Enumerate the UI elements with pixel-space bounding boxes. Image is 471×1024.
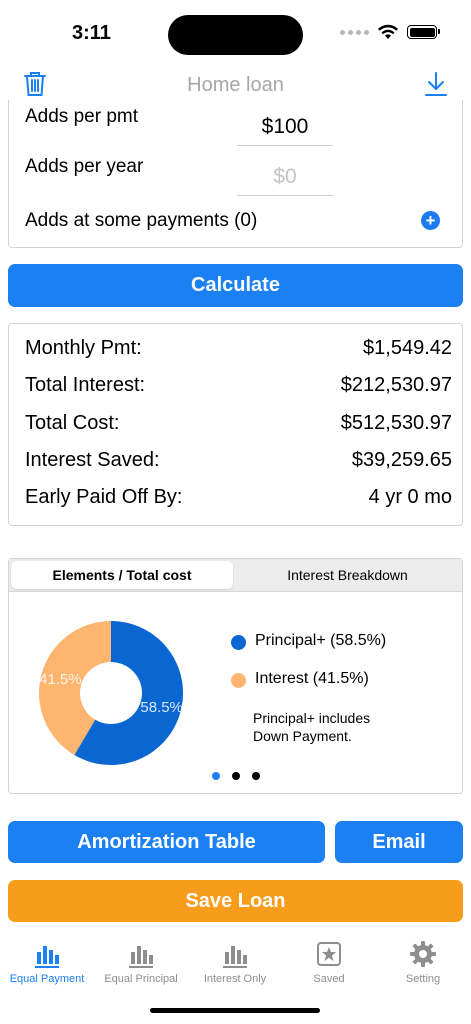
chart-card: Elements / Total cost Interest Breakdown… bbox=[8, 558, 463, 794]
trash-icon[interactable] bbox=[22, 70, 48, 98]
bar-chart-icon bbox=[223, 946, 247, 968]
bar-chart-icon bbox=[35, 946, 59, 968]
adds-some-payments-label: Adds at some payments (0) bbox=[25, 210, 258, 231]
gear-icon bbox=[410, 941, 436, 967]
pie-slice-label: 58.5% bbox=[140, 699, 183, 716]
pie-slice-interest bbox=[39, 621, 111, 755]
legend-label: Principal+ (58.5%) bbox=[255, 632, 387, 649]
result-value: $1,549.42 bbox=[363, 337, 452, 359]
status-time: 3:11 bbox=[72, 22, 111, 44]
adds-per-pmt-field[interactable]: $100 bbox=[237, 115, 333, 146]
tab-equal-payment[interactable]: Equal Payment bbox=[0, 934, 94, 985]
save-loan-button[interactable]: Save Loan bbox=[8, 880, 463, 922]
donut-chart: 58.5% 41.5% bbox=[39, 621, 183, 765]
cellular-signal-icon bbox=[340, 29, 369, 35]
result-value: 4 yr 0 mo bbox=[368, 486, 452, 508]
result-row: Total Interest: $212,530.97 bbox=[25, 374, 452, 404]
result-row: Interest Saved: $39,259.65 bbox=[25, 449, 452, 479]
amortization-table-button[interactable]: Amortization Table bbox=[8, 821, 325, 863]
result-row: Total Cost: $512,530.97 bbox=[25, 412, 452, 442]
battery-icon bbox=[407, 25, 440, 39]
adds-per-pmt-label: Adds per pmt bbox=[25, 106, 138, 127]
result-value: $512,530.97 bbox=[340, 412, 452, 434]
bar-chart-icon bbox=[129, 946, 153, 968]
page-dot[interactable] bbox=[232, 772, 240, 780]
result-label: Early Paid Off By: bbox=[25, 486, 183, 508]
page-dot[interactable] bbox=[212, 772, 220, 780]
chart-note: Principal+ includes Down Payment. bbox=[253, 710, 371, 744]
adds-per-year-label: Adds per year bbox=[25, 156, 144, 177]
tab-interest-breakdown[interactable]: Interest Breakdown bbox=[287, 567, 408, 583]
tab-label: Interest Only bbox=[203, 973, 267, 985]
legend-dot bbox=[231, 673, 246, 688]
dynamic-island bbox=[168, 15, 303, 55]
result-row: Early Paid Off By: 4 yr 0 mo bbox=[25, 486, 452, 516]
pie-slice-label: 41.5% bbox=[39, 671, 82, 688]
home-indicator bbox=[150, 1008, 320, 1013]
tab-label: Equal Payment bbox=[9, 973, 85, 985]
plus-circle-icon[interactable]: + bbox=[421, 211, 440, 230]
result-label: Total Interest: bbox=[25, 374, 146, 396]
legend-dot bbox=[231, 635, 246, 650]
tab-bar: Equal Payment Equal Principal Interest O… bbox=[0, 934, 471, 996]
results-card: Monthly Pmt: $1,549.42 Total Interest: $… bbox=[8, 323, 463, 526]
pie-slice-principal bbox=[74, 621, 183, 765]
star-square-icon bbox=[317, 942, 341, 966]
tab-label: Setting bbox=[405, 973, 441, 985]
download-icon[interactable] bbox=[423, 70, 449, 98]
email-button[interactable]: Email bbox=[335, 821, 463, 863]
status-icons bbox=[340, 24, 440, 40]
chart-segmented-control: Elements / Total cost Interest Breakdown bbox=[9, 559, 462, 592]
result-label: Total Cost: bbox=[25, 412, 120, 434]
nav-bar: Home loan bbox=[0, 62, 471, 106]
status-bar: 3:11 bbox=[0, 0, 471, 60]
tab-setting[interactable]: Setting bbox=[376, 934, 470, 985]
calculate-button[interactable]: Calculate bbox=[8, 264, 463, 307]
tab-elements-total-cost[interactable]: Elements / Total cost bbox=[11, 561, 233, 589]
result-row: Monthly Pmt: $1,549.42 bbox=[25, 337, 452, 367]
additional-payments-card: Adds per pmt $100 Adds per year $0 Adds … bbox=[8, 100, 463, 248]
result-value: $39,259.65 bbox=[351, 449, 452, 471]
page-dot[interactable] bbox=[252, 772, 260, 780]
result-value: $212,530.97 bbox=[340, 374, 452, 396]
result-label: Monthly Pmt: bbox=[25, 337, 142, 359]
tab-saved[interactable]: Saved bbox=[282, 934, 376, 985]
page-title: Home loan bbox=[187, 74, 284, 96]
tab-interest-only[interactable]: Interest Only bbox=[188, 934, 282, 985]
result-label: Interest Saved: bbox=[25, 449, 160, 471]
tab-label: Equal Principal bbox=[104, 973, 178, 985]
wifi-icon bbox=[378, 24, 398, 39]
tab-equal-principal[interactable]: Equal Principal bbox=[94, 934, 188, 985]
adds-per-year-field[interactable]: $0 bbox=[237, 165, 333, 196]
page-indicator[interactable] bbox=[212, 772, 260, 780]
tab-label: Saved bbox=[313, 973, 345, 985]
legend-label: Interest (41.5%) bbox=[255, 670, 369, 687]
